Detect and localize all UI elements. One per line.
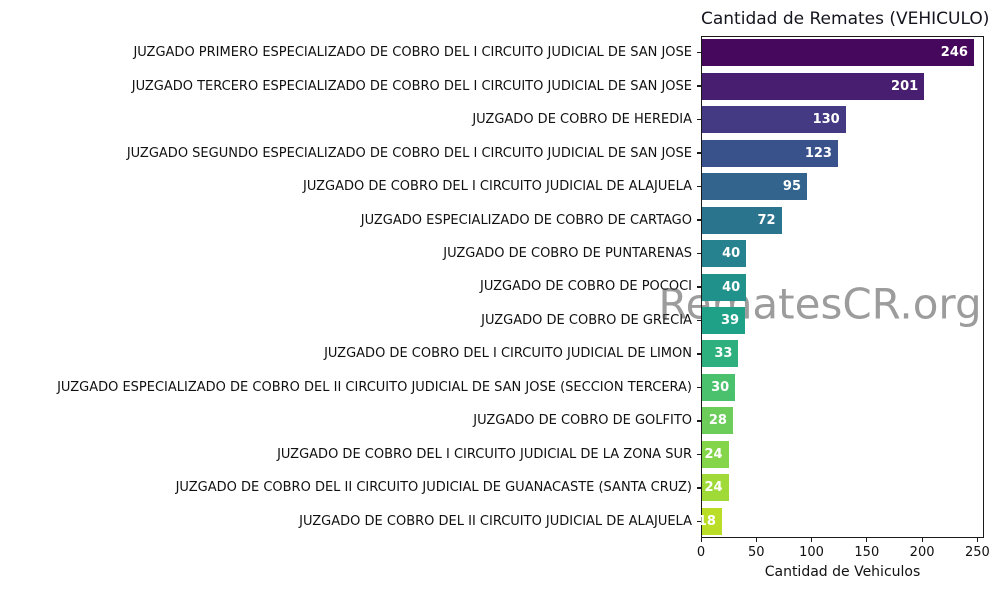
y-tick [697,453,701,456]
category-label: JUZGADO ESPECIALIZADO DE COBRO DE CARTAG… [360,212,692,228]
x-axis-label: Cantidad de Vehiculos [764,564,921,580]
bar-value-label: 123 [804,145,832,161]
x-tick [811,538,813,542]
category-label: JUZGADO DE COBRO DEL I CIRCUITO JUDICIAL… [324,346,692,362]
y-tick [697,85,701,87]
bar: 24 [702,440,729,468]
bar-value-label: 40 [722,279,741,295]
category-label: JUZGADO DE COBRO DE GOLFITO [473,413,692,429]
x-tick-label: 200 [909,545,935,560]
y-tick [697,118,701,121]
bar: 39 [702,306,746,334]
bar-value-label: 72 [757,212,776,228]
category-label: JUZGADO DE COBRO DE HEREDIA [472,112,692,128]
bar: 246 [702,39,974,67]
y-tick [697,386,701,389]
bar-value-label: 30 [711,379,730,395]
y-tick [697,152,701,154]
x-tick-label: 250 [964,545,990,560]
bar-value-label: 246 [940,45,968,61]
bar: 130 [702,106,846,134]
x-tick [976,538,978,542]
y-tick [697,286,701,288]
bar-value-label: 201 [891,78,919,94]
bar-value-label: 18 [697,513,716,529]
category-label: JUZGADO DE COBRO DEL I CIRCUITO JUDICIAL… [303,179,692,195]
bar: 95 [702,173,808,201]
bar: 18 [698,507,722,535]
category-label: JUZGADO TERCERO ESPECIALIZADO DE COBRO D… [131,78,692,94]
category-label: JUZGADO SEGUNDO ESPECIALIZADO DE COBRO D… [126,145,692,161]
category-label: JUZGADO DE COBRO DEL II CIRCUITO JUDICIA… [299,513,692,529]
bar-value-label: 33 [714,346,733,362]
y-tick [697,51,701,54]
category-label: JUZGADO PRIMERO ESPECIALIZADO DE COBRO D… [133,45,692,61]
y-tick [697,520,701,523]
bar: 40 [702,273,747,301]
category-label: JUZGADO ESPECIALIZADO DE COBRO DEL II CI… [57,379,692,395]
y-tick [697,353,701,355]
category-label: JUZGADO DE COBRO DE GRECIA [481,312,692,328]
bar-value-label: 95 [782,179,802,195]
y-tick [697,185,701,188]
bar-value-label: 40 [722,246,741,262]
y-tick [697,319,701,322]
x-tick [921,538,923,542]
bar: 123 [702,139,838,167]
x-tick [700,538,702,542]
chart-title: Cantidad de Remates (VEHICULO) [701,9,990,29]
category-label: JUZGADO DE COBRO DE POCOCI [480,279,692,295]
bar-value-label: 24 [704,446,723,462]
bar-value-label: 24 [704,480,723,496]
bar: 201 [702,72,925,100]
y-tick [697,420,701,422]
bar: 40 [702,240,747,268]
x-tick-label: 50 [747,545,765,560]
bar-value-label: 130 [812,112,840,128]
bar: 24 [702,474,729,502]
bar-value-label: 28 [708,413,727,429]
bar-value-label: 39 [721,312,740,328]
category-label: JUZGADO DE COBRO DEL II CIRCUITO JUDICIA… [175,480,692,496]
bar: 72 [702,206,782,234]
bar: 30 [702,373,736,401]
y-tick [697,252,701,255]
category-label: JUZGADO DE COBRO DEL I CIRCUITO JUDICIAL… [277,446,692,462]
y-tick [697,219,701,221]
x-tick-label: 0 [696,545,706,560]
y-tick [697,487,701,489]
bar: 28 [702,407,733,435]
x-tick-label: 100 [799,545,824,560]
plot-area: 246 201 130 123 95 72 40 40 39 33 30 28 24 24 18 [698,36,984,538]
category-label: JUZGADO DE COBRO DE PUNTARENAS [443,246,692,262]
bar: 33 [702,340,739,368]
x-tick [755,538,757,542]
x-tick-label: 150 [854,545,880,560]
x-tick [866,538,868,542]
